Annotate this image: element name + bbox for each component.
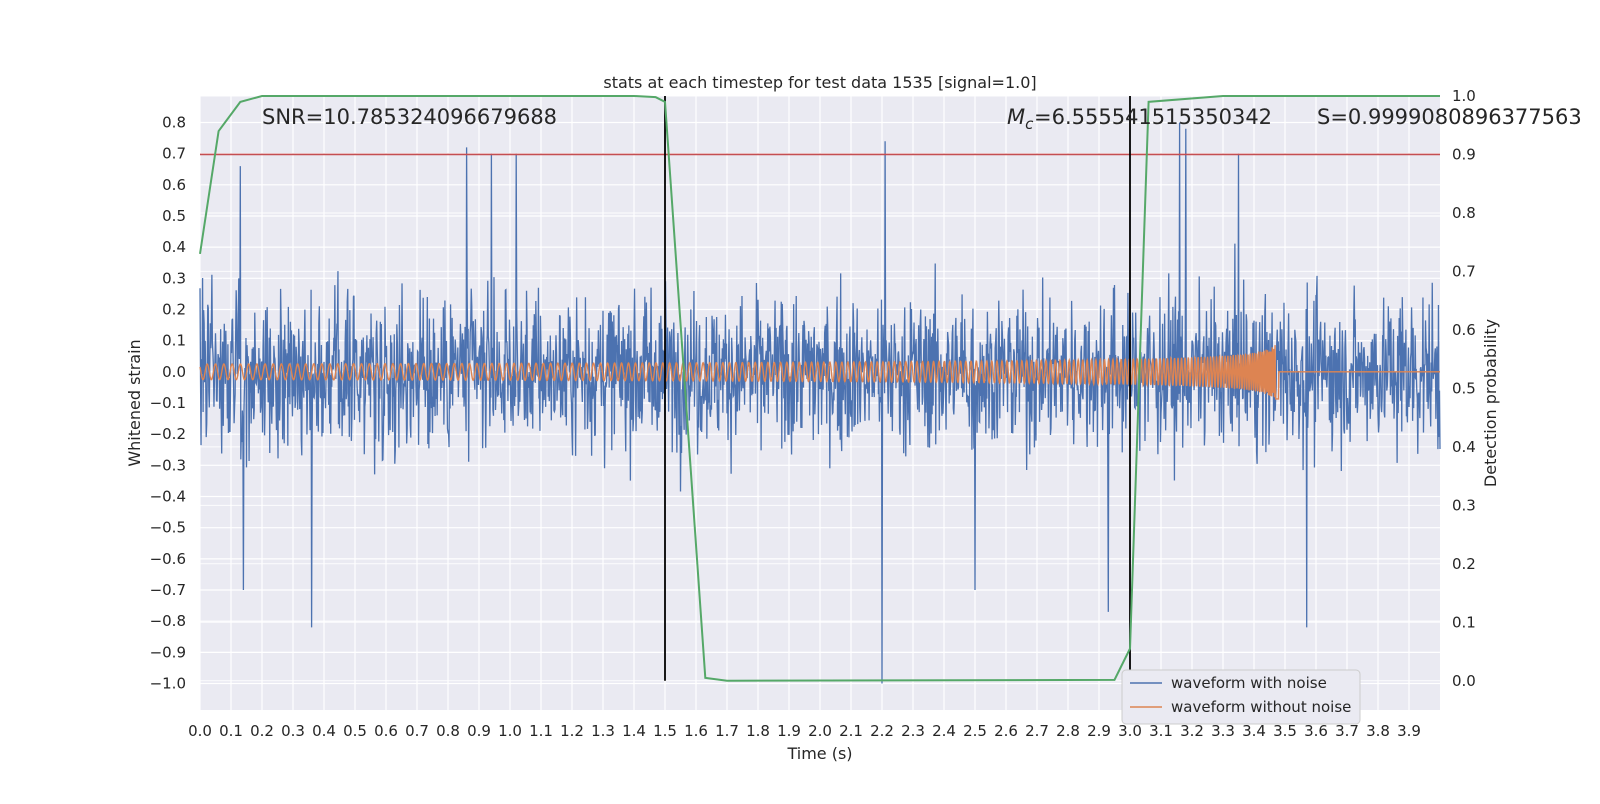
y-axis-label-right: Detection probability [1481, 319, 1500, 487]
probability-line [199, 95, 1440, 682]
x-tick-label: 0.8 [436, 722, 460, 740]
noisy-waveform-line [199, 122, 1441, 684]
y-tick-label-left: −0.6 [150, 550, 186, 568]
x-tick-label: 1.6 [684, 722, 708, 740]
x-tick-label: 2.2 [870, 722, 894, 740]
y-tick-label-right: 0.0 [1452, 672, 1476, 690]
x-tick-label: 3.5 [1273, 722, 1297, 740]
chart-title: stats at each timestep for test data 153… [603, 73, 1036, 92]
x-tick-label: 0.5 [343, 722, 367, 740]
y-tick-label-left: 0.1 [162, 332, 186, 350]
x-tick-label: 1.7 [715, 722, 739, 740]
y-tick-label-right: 1.0 [1452, 87, 1476, 105]
x-tick-label: 3.9 [1397, 722, 1421, 740]
x-tick-label: 0.2 [250, 722, 274, 740]
y-tick-label-right: 0.1 [1452, 613, 1476, 631]
x-tick-label: 3.2 [1180, 722, 1204, 740]
y-tick-label-left: −0.1 [150, 394, 186, 412]
x-tick-label: 2.8 [1056, 722, 1080, 740]
legend-box [1121, 669, 1361, 725]
y-tick-label-left: −0.8 [150, 612, 186, 630]
x-tick-label: 2.3 [901, 722, 925, 740]
x-tick-label: 1.2 [560, 722, 584, 740]
chirp-mass-annotation: Mc =6.555541515350342 [1007, 105, 1272, 133]
clean-waveform-layer [199, 345, 1440, 400]
x-tick-label: 2.7 [1025, 722, 1049, 740]
y-tick-label-left: −0.3 [150, 456, 186, 474]
x-tick-label: 1.5 [653, 722, 677, 740]
clean-waveform-line [199, 345, 1440, 400]
x-tick-label: 1.0 [498, 722, 522, 740]
x-tick-label: 0.0 [188, 722, 212, 740]
x-tick-label: 0.4 [312, 722, 336, 740]
x-axis-label: Time (s) [786, 744, 852, 763]
x-tick-label: 3.3 [1211, 722, 1235, 740]
y-tick-label-left: −0.2 [150, 425, 186, 443]
legend: waveform with noise waveform without noi… [1121, 669, 1361, 725]
x-tick-label: 2.4 [932, 722, 956, 740]
chirp-mass-value: =6.555541515350342 [1034, 105, 1272, 129]
y-tick-label-right: 0.6 [1452, 321, 1476, 339]
y-tick-label-left: −1.0 [150, 675, 186, 693]
y-tick-label-left: −0.4 [150, 488, 186, 506]
y-tick-label-left: 0.3 [162, 269, 186, 287]
y-tick-label-left: 0.2 [162, 300, 186, 318]
x-tick-label: 1.1 [529, 722, 553, 740]
y-tick-label-left: 0.0 [162, 363, 186, 381]
y-tick-label-right: 0.9 [1452, 145, 1476, 163]
snr-annotation: SNR=10.785324096679688 [262, 105, 557, 129]
x-tick-label: 1.8 [746, 722, 770, 740]
tick-labels-layer: 0.0 0.1 0.2 0.3 0.4 0.5 0.6 0.7 0.8 0.9 1.0 1.1 1.2 1… [150, 87, 1476, 740]
x-tick-label: 2.6 [994, 722, 1018, 740]
x-tick-label: 0.9 [467, 722, 491, 740]
y-tick-label-right: 0.2 [1452, 555, 1476, 573]
y-tick-label-left: 0.8 [162, 113, 186, 131]
y-tick-label-right: 0.7 [1452, 262, 1476, 280]
y-tick-label-right: 0.3 [1452, 496, 1476, 514]
x-tick-label: 2.1 [839, 722, 863, 740]
x-tick-label: 3.1 [1149, 722, 1173, 740]
chirp-mass-symbol: Mc [1007, 105, 1034, 133]
y-tick-label-left: −0.5 [150, 519, 186, 537]
x-tick-label: 0.3 [281, 722, 305, 740]
x-tick-label: 3.6 [1304, 722, 1328, 740]
x-tick-label: 1.3 [591, 722, 615, 740]
y-tick-label-left: −0.7 [150, 581, 186, 599]
legend-label-clean: waveform without noise [1171, 698, 1351, 716]
x-tick-label: 0.1 [219, 722, 243, 740]
noisy-waveform-layer [199, 122, 1441, 684]
x-tick-label: 2.9 [1087, 722, 1111, 740]
x-tick-label: 2.5 [963, 722, 987, 740]
y-tick-label-left: 0.5 [162, 207, 186, 225]
y-tick-label-left: −0.9 [150, 643, 186, 661]
y-tick-label-right: 0.5 [1452, 379, 1476, 397]
y-tick-label-left: 0.6 [162, 176, 186, 194]
x-tick-label: 3.4 [1242, 722, 1266, 740]
s-annotation: S=0.9999080896377563 [1317, 105, 1582, 129]
x-tick-label: 2.0 [808, 722, 832, 740]
y-axis-label-left: Whitened strain [125, 339, 144, 466]
y-tick-label-left: 0.7 [162, 145, 186, 163]
x-tick-label: 0.7 [405, 722, 429, 740]
probability-layer [199, 95, 1440, 682]
x-tick-label: 0.6 [374, 722, 398, 740]
y-tick-label-left: 0.4 [162, 238, 186, 256]
legend-label-noisy: waveform with noise [1171, 674, 1327, 692]
x-tick-label: 1.9 [777, 722, 801, 740]
y-tick-label-right: 0.8 [1452, 204, 1476, 222]
x-tick-label: 3.7 [1335, 722, 1359, 740]
grid-layer [199, 95, 1440, 710]
x-tick-label: 1.4 [622, 722, 646, 740]
x-tick-label: 3.0 [1118, 722, 1142, 740]
y-tick-label-right: 0.4 [1452, 438, 1476, 456]
x-tick-label: 3.8 [1366, 722, 1390, 740]
